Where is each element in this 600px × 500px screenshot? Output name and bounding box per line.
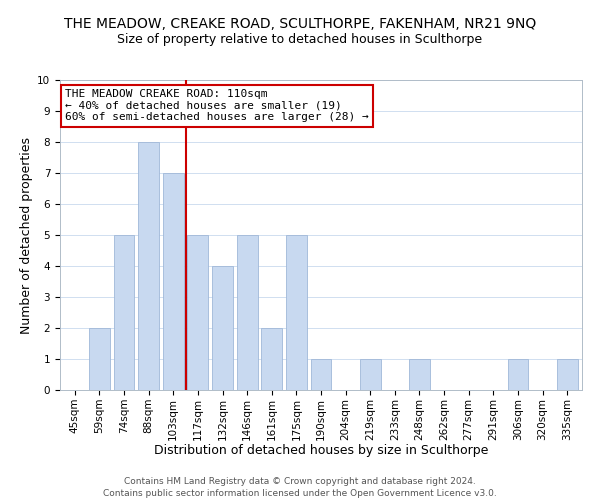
Bar <box>212 266 233 390</box>
Bar <box>163 173 184 390</box>
Bar <box>138 142 159 390</box>
Text: THE MEADOW, CREAKE ROAD, SCULTHORPE, FAKENHAM, NR21 9NQ: THE MEADOW, CREAKE ROAD, SCULTHORPE, FAK… <box>64 18 536 32</box>
Bar <box>89 328 110 390</box>
Text: Contains HM Land Registry data © Crown copyright and database right 2024.
Contai: Contains HM Land Registry data © Crown c… <box>103 476 497 498</box>
Y-axis label: Number of detached properties: Number of detached properties <box>20 136 33 334</box>
Bar <box>286 235 307 390</box>
Bar <box>113 235 134 390</box>
Bar <box>311 359 331 390</box>
X-axis label: Distribution of detached houses by size in Sculthorpe: Distribution of detached houses by size … <box>154 444 488 457</box>
Bar <box>261 328 282 390</box>
Bar <box>409 359 430 390</box>
Bar <box>508 359 529 390</box>
Bar <box>557 359 578 390</box>
Bar <box>360 359 381 390</box>
Text: Size of property relative to detached houses in Sculthorpe: Size of property relative to detached ho… <box>118 32 482 46</box>
Bar <box>236 235 257 390</box>
Bar <box>187 235 208 390</box>
Text: THE MEADOW CREAKE ROAD: 110sqm
← 40% of detached houses are smaller (19)
60% of : THE MEADOW CREAKE ROAD: 110sqm ← 40% of … <box>65 90 369 122</box>
